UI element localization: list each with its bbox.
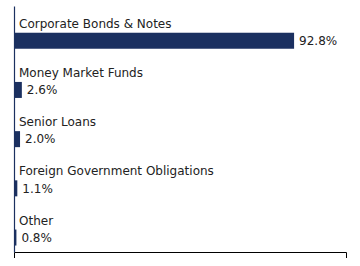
data-label: 92.8% (299, 34, 337, 48)
data-label: 0.8% (21, 231, 52, 245)
data-label: 1.1% (22, 182, 53, 196)
category-label: Other (19, 214, 53, 228)
plot-area: Corporate Bonds & Notes Money Market Fund… (14, 7, 347, 259)
data-label: 2.0% (25, 132, 55, 146)
x-axis (15, 253, 347, 259)
x-axis-domain (15, 253, 347, 259)
category-label: Senior Loans (19, 115, 96, 129)
category-label: Money Market Funds (19, 66, 143, 80)
y-axis-domain (14, 7, 15, 253)
labels: Corporate Bonds & Notes Money Market Fund… (19, 17, 337, 245)
bar (14, 33, 294, 49)
bars (14, 33, 294, 246)
chart-svg: Corporate Bonds & Notes Money Market Fund… (0, 0, 360, 266)
category-label: Foreign Government Obligations (19, 164, 214, 178)
category-label: Corporate Bonds & Notes (19, 17, 172, 31)
bar (14, 82, 22, 98)
y-axis (14, 7, 15, 253)
data-label: 2.6% (27, 83, 58, 97)
